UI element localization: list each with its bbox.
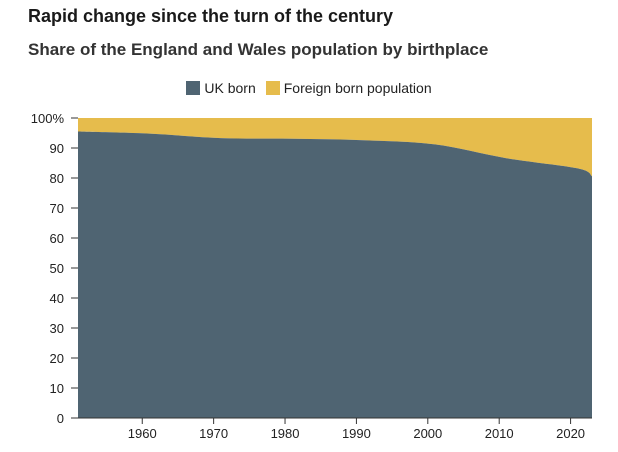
y-tick-label: 50 [50,261,64,276]
x-tick-label: 1980 [271,426,300,441]
y-tick-label: 20 [50,351,64,366]
y-tick-label: 80 [50,171,64,186]
x-tick-label: 1970 [199,426,228,441]
x-tick-label: 2020 [556,426,585,441]
y-tick-label: 0 [57,411,64,426]
legend-swatch-uk-born [186,81,201,95]
series-area-uk-born [78,131,592,418]
y-tick-label: 10 [50,381,64,396]
y-tick-label: 90 [50,141,64,156]
y-tick-label: 30 [50,321,64,336]
chart-title: Rapid change since the turn of the centu… [28,6,394,26]
legend-item-uk-born: UK born [186,80,256,96]
legend-label-foreign-born: Foreign born population [283,80,432,96]
series-area-foreign-born [78,118,592,177]
y-tick-label: 70 [50,201,64,216]
x-tick-label: 2000 [413,426,442,441]
y-tick-label: 60 [50,231,64,246]
chart-legend: UK born Foreign born population [0,80,618,96]
legend-swatch-foreign-born [265,81,280,95]
y-tick-label: 100% [31,111,65,126]
legend-label-uk-born: UK born [204,80,256,96]
chart-subtitle: Share of the England and Wales populatio… [28,40,489,59]
x-tick-label: 1960 [128,426,157,441]
x-tick-label: 2010 [485,426,514,441]
legend-item-foreign-born: Foreign born population [265,80,432,96]
y-tick-label: 40 [50,291,64,306]
x-tick-label: 1990 [342,426,371,441]
